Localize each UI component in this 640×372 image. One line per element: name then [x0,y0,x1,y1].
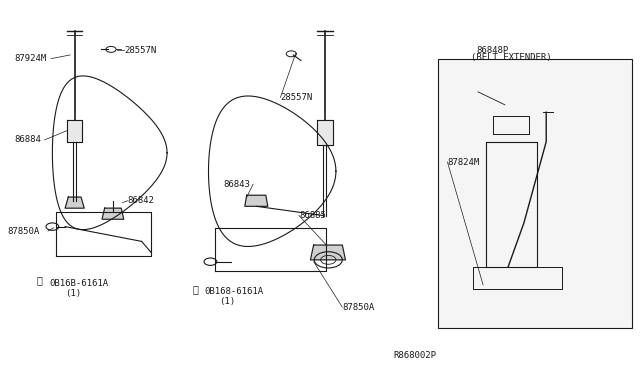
Text: Ⓢ: Ⓢ [36,275,42,285]
Text: Ⓢ: Ⓢ [193,284,198,294]
Polygon shape [67,119,83,142]
Polygon shape [245,195,268,206]
Bar [438,59,632,328]
Text: 86848P: 86848P [476,46,508,55]
Text: R868002P: R868002P [394,350,436,360]
Text: 86885: 86885 [299,211,326,220]
Text: (BELT EXTENDER): (BELT EXTENDER) [471,53,552,62]
Text: 87850A: 87850A [342,302,374,312]
Polygon shape [310,245,346,260]
Polygon shape [65,197,84,208]
Text: 28557N: 28557N [280,93,313,102]
Text: 87924M: 87924M [14,54,46,63]
Text: 86843: 86843 [223,180,250,189]
Text: (1): (1) [65,289,81,298]
Text: 86842: 86842 [127,196,154,205]
Text: 0B168-6161A: 0B168-6161A [204,287,263,296]
Polygon shape [102,208,124,219]
Text: 86884: 86884 [14,135,41,144]
Text: 87824M: 87824M [447,157,480,167]
Text: (1): (1) [220,297,236,306]
Text: 87850A: 87850A [8,227,40,235]
Text: 28557N: 28557N [124,46,157,55]
Text: 0B16B-6161A: 0B16B-6161A [49,279,108,288]
Polygon shape [317,119,333,145]
